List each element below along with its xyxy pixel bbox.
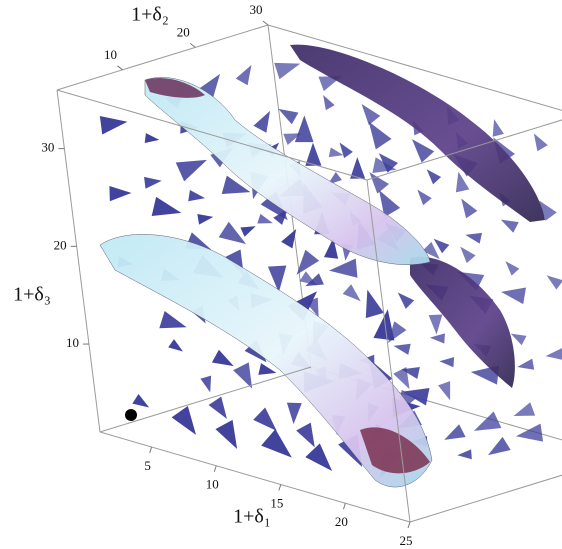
y-tick-label: 10 xyxy=(104,47,117,62)
field-arrow xyxy=(297,250,320,275)
x-tick-label: 20 xyxy=(335,514,348,529)
field-arrow xyxy=(281,229,296,248)
z-tick-label: 30 xyxy=(41,140,54,155)
field-arrow xyxy=(474,412,501,431)
field-arrow xyxy=(152,197,182,216)
dark-sheet xyxy=(410,257,515,388)
x-tick xyxy=(150,447,152,453)
y-tick-label: 30 xyxy=(250,2,263,17)
field-arrow xyxy=(501,220,519,233)
field-arrow xyxy=(132,394,149,407)
x-tick-label: 5 xyxy=(144,458,151,473)
chart: 5 10 15 20 25 10 20 30 10 20 30 1+δ₁ 1+δ₂ 1+δ₃ xyxy=(0,0,562,549)
field-arrow xyxy=(343,284,361,301)
field-arrow xyxy=(287,403,302,425)
field-arrow xyxy=(233,362,252,388)
isosurfaces xyxy=(100,45,545,487)
field-arrow xyxy=(100,116,128,134)
field-arrow xyxy=(465,233,482,244)
z-tick-label: 20 xyxy=(54,237,67,252)
field-arrow xyxy=(501,288,526,305)
x-tick xyxy=(408,522,410,528)
x-tick xyxy=(214,466,216,472)
x-tick xyxy=(343,503,345,509)
x-tick-label: 15 xyxy=(270,495,283,510)
field-arrow xyxy=(209,397,227,419)
field-arrow xyxy=(329,258,357,277)
x-tick-label: 10 xyxy=(206,477,219,492)
field-arrow xyxy=(159,311,186,328)
field-arrow xyxy=(457,449,472,459)
field-arrow xyxy=(493,119,504,137)
field-arrow xyxy=(460,247,475,264)
field-arrow xyxy=(547,275,562,289)
field-arrow xyxy=(261,429,292,458)
field-arrow xyxy=(144,177,162,189)
field-arrow xyxy=(516,424,543,442)
field-arrow xyxy=(412,139,434,162)
field-arrow xyxy=(517,359,534,370)
field-arrow xyxy=(212,350,234,366)
field-arrow xyxy=(430,333,445,343)
box-edge xyxy=(410,457,562,522)
field-arrow xyxy=(176,160,207,182)
field-arrow xyxy=(145,133,160,143)
box-edge xyxy=(57,90,100,432)
box-edge xyxy=(100,367,311,432)
field-arrow xyxy=(393,344,410,355)
field-arrow xyxy=(274,63,300,79)
field-arrow xyxy=(534,133,548,151)
field-arrow xyxy=(197,214,213,225)
field-arrow xyxy=(444,424,465,440)
field-arrow xyxy=(417,190,431,206)
y-axis-label: 1+δ₂ xyxy=(131,4,169,26)
field-arrow xyxy=(514,402,536,416)
field-arrow xyxy=(362,104,381,125)
y-tick xyxy=(117,66,122,70)
x-tick xyxy=(279,485,281,491)
z-tick-label: 10 xyxy=(66,335,79,350)
y-tick-label: 20 xyxy=(177,24,190,39)
field-arrow xyxy=(109,186,131,201)
y-tick xyxy=(263,21,268,25)
field-arrow xyxy=(511,334,527,346)
field-arrow xyxy=(340,142,353,158)
origin-dot xyxy=(125,409,137,421)
field-arrow xyxy=(398,293,414,309)
field-arrow xyxy=(172,406,196,435)
x-tick-label: 25 xyxy=(400,533,413,548)
field-arrow xyxy=(369,122,392,150)
field-arrow xyxy=(200,376,211,393)
field-arrow xyxy=(240,226,255,237)
field-arrow xyxy=(329,147,344,157)
field-arrow xyxy=(461,199,477,219)
field-arrow xyxy=(429,314,443,334)
field-arrow xyxy=(257,214,272,224)
field-arrow xyxy=(188,190,205,201)
field-arrow xyxy=(278,109,298,124)
field-arrow xyxy=(236,65,252,85)
field-arrow xyxy=(505,261,519,276)
y-tick xyxy=(190,43,195,47)
field-arrow xyxy=(254,111,271,133)
field-arrow xyxy=(439,357,454,367)
field-arrow xyxy=(546,345,562,361)
field-arrow xyxy=(488,437,511,455)
field-arrow xyxy=(215,420,237,449)
x-axis-label: 1+δ₁ xyxy=(233,506,271,528)
field-arrow xyxy=(219,222,246,244)
field-arrow xyxy=(323,95,335,110)
field-arrow xyxy=(438,381,450,400)
field-arrow xyxy=(168,339,183,351)
z-axis-label: 1+δ₃ xyxy=(13,284,51,306)
field-arrow xyxy=(427,169,441,184)
field-arrow xyxy=(305,443,332,471)
field-arrow xyxy=(434,239,450,254)
field-arrow xyxy=(295,115,314,142)
field-arrow xyxy=(296,423,315,448)
field-arrow xyxy=(253,408,277,431)
